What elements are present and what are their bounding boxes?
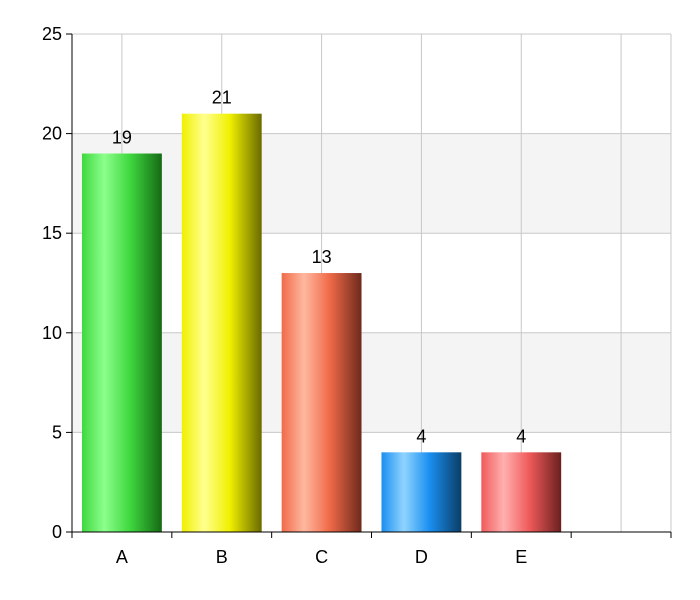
y-tick-label: 10 xyxy=(42,323,62,343)
bar-c xyxy=(281,273,362,532)
background-bands xyxy=(72,133,671,433)
y-tick-label: 25 xyxy=(42,24,62,44)
bar-a xyxy=(81,153,162,532)
x-tick-label: E xyxy=(515,547,527,567)
bars xyxy=(81,113,562,533)
x-tick-label: A xyxy=(116,547,128,567)
y-tick-label: 5 xyxy=(52,422,62,442)
bar-d xyxy=(381,452,462,532)
data-label: 4 xyxy=(516,426,526,446)
data-label: 4 xyxy=(416,426,426,446)
x-tick-label: C xyxy=(315,547,328,567)
x-tick-label: D xyxy=(415,547,428,567)
data-label: 21 xyxy=(212,88,232,108)
axes xyxy=(66,33,672,538)
y-tick-label: 15 xyxy=(42,223,62,243)
bar-e xyxy=(481,452,562,532)
grid-band xyxy=(72,332,671,433)
labels: 19 A 21 B 13 C 4 D 4 E 0 5 10 15 20 25 xyxy=(42,24,527,567)
y-tick-label: 20 xyxy=(42,124,62,144)
data-label: 19 xyxy=(112,128,132,148)
grid-band xyxy=(72,133,671,234)
data-label: 13 xyxy=(312,247,332,267)
y-tick-label: 0 xyxy=(52,522,62,542)
x-tick-label: B xyxy=(216,547,228,567)
bar-b xyxy=(181,113,262,533)
